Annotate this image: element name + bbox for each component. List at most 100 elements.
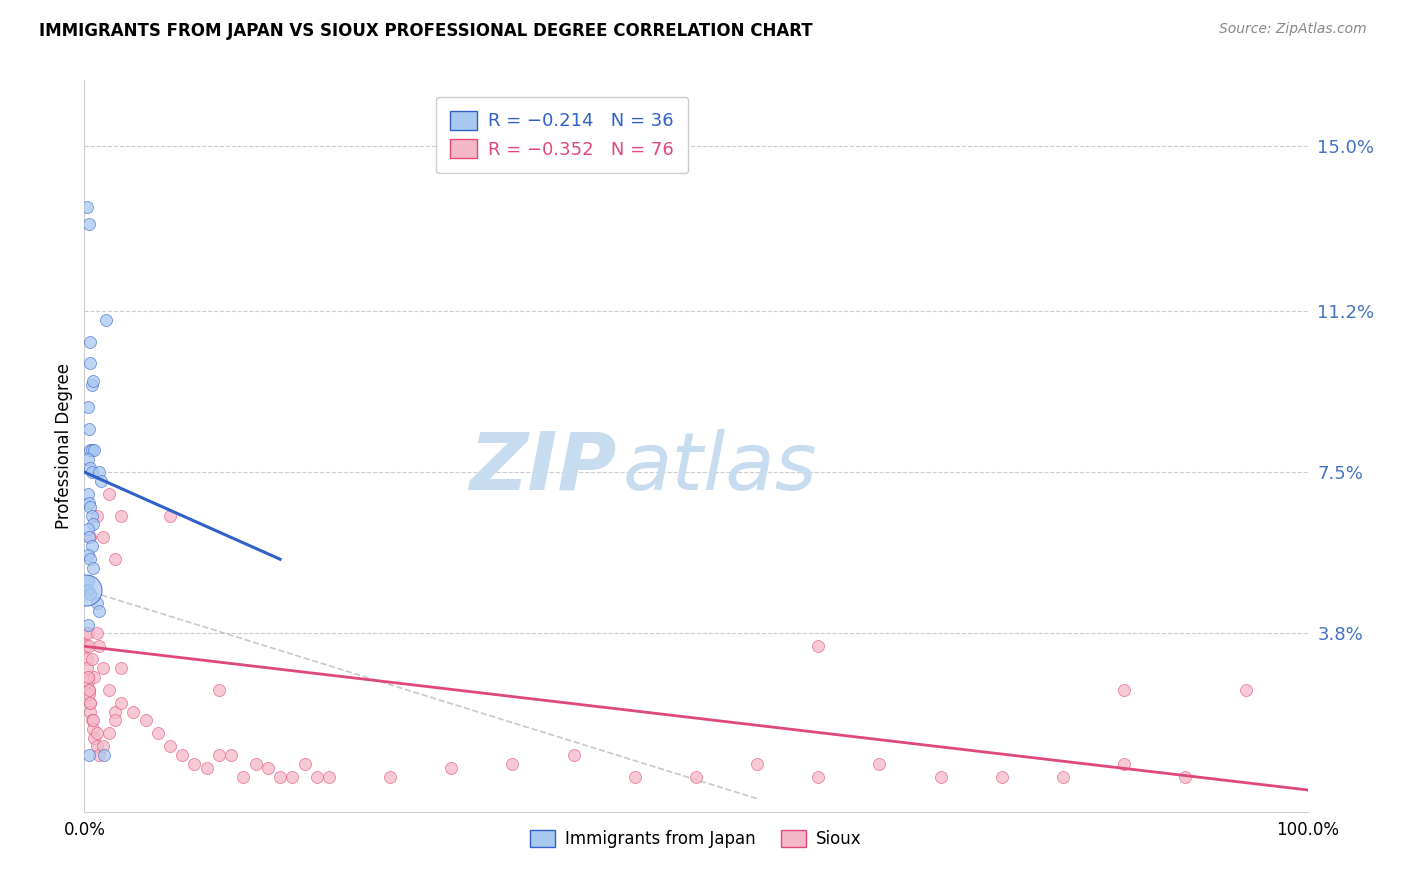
Point (146, 726, 169, 740)
Point (97, 726, 120, 740)
Point (232, 770, 254, 784)
Point (79, 705, 101, 719)
Point (76, 652, 98, 666)
Point (86, 726, 108, 740)
Point (80, 539, 103, 553)
Point (79, 356, 101, 370)
Point (77, 670, 100, 684)
Point (87, 465, 110, 479)
Point (77, 670, 100, 684)
Point (110, 508, 132, 523)
Point (929, 770, 952, 784)
Point (159, 508, 181, 523)
Point (172, 748, 194, 763)
Point (86, 626, 108, 640)
Point (79, 552, 101, 566)
Text: atlas: atlas (623, 429, 817, 507)
Point (104, 705, 127, 719)
Point (502, 756, 524, 771)
Point (1174, 770, 1197, 784)
Point (83, 731, 105, 745)
Point (75, 640, 97, 654)
Point (77, 674, 100, 689)
Point (77, 582, 100, 597)
Point (208, 682, 231, 697)
Point (245, 756, 267, 771)
Point (76, 200, 98, 214)
Point (869, 756, 891, 771)
Point (86, 596, 108, 610)
Point (380, 770, 402, 784)
Point (79, 696, 101, 710)
Point (104, 714, 127, 728)
Point (80, 508, 103, 523)
Point (318, 770, 340, 784)
Y-axis label: Professional Degree: Professional Degree (55, 363, 73, 529)
Point (294, 756, 316, 771)
Point (97, 682, 120, 697)
Point (77, 687, 100, 701)
Point (281, 770, 304, 784)
Point (91, 739, 114, 754)
Point (82, 722, 104, 736)
Point (562, 748, 585, 763)
Point (96, 312, 118, 326)
Point (93, 748, 115, 763)
Point (86, 508, 108, 523)
Point (77, 487, 100, 501)
Point (77, 748, 100, 763)
Point (77, 626, 100, 640)
Point (1052, 770, 1074, 784)
Point (80, 378, 103, 392)
Point (269, 770, 291, 784)
Point (159, 739, 181, 754)
Point (77, 640, 100, 654)
Point (440, 761, 463, 775)
Point (77, 548, 100, 562)
Point (79, 530, 101, 544)
Point (91, 661, 114, 675)
Point (77, 495, 100, 509)
Point (80, 652, 103, 666)
Point (991, 770, 1014, 784)
Point (79, 443, 101, 458)
Point (87, 640, 110, 654)
Point (685, 770, 707, 784)
Point (257, 761, 280, 775)
Point (80, 465, 103, 479)
Legend: Immigrants from Japan, Sioux: Immigrants from Japan, Sioux (523, 823, 869, 855)
Point (79, 500, 101, 514)
Point (80, 714, 103, 728)
Point (110, 696, 132, 710)
Point (77, 522, 100, 536)
Point (1114, 756, 1136, 771)
Point (90, 474, 112, 488)
Point (79, 696, 101, 710)
Text: IMMIGRANTS FROM JAPAN VS SIOUX PROFESSIONAL DEGREE CORRELATION CHART: IMMIGRANTS FROM JAPAN VS SIOUX PROFESSIO… (39, 22, 813, 40)
Point (77, 617, 100, 632)
Point (79, 334, 101, 349)
Point (80, 443, 103, 458)
Point (77, 682, 100, 697)
Point (82, 561, 104, 575)
Point (87, 604, 110, 618)
Point (86, 739, 108, 754)
Point (83, 443, 105, 458)
Point (75, 626, 97, 640)
Point (87, 748, 110, 763)
Point (75, 582, 97, 597)
Point (79, 587, 101, 601)
Point (305, 770, 328, 784)
Point (82, 374, 104, 388)
Point (77, 682, 100, 697)
Point (747, 756, 769, 771)
Point (82, 714, 104, 728)
Point (77, 400, 100, 414)
Text: Source: ZipAtlas.com: Source: ZipAtlas.com (1219, 22, 1367, 37)
Point (195, 761, 218, 775)
Point (219, 748, 242, 763)
Point (82, 517, 104, 532)
Point (807, 640, 830, 654)
Point (1236, 682, 1258, 697)
Point (807, 770, 830, 784)
